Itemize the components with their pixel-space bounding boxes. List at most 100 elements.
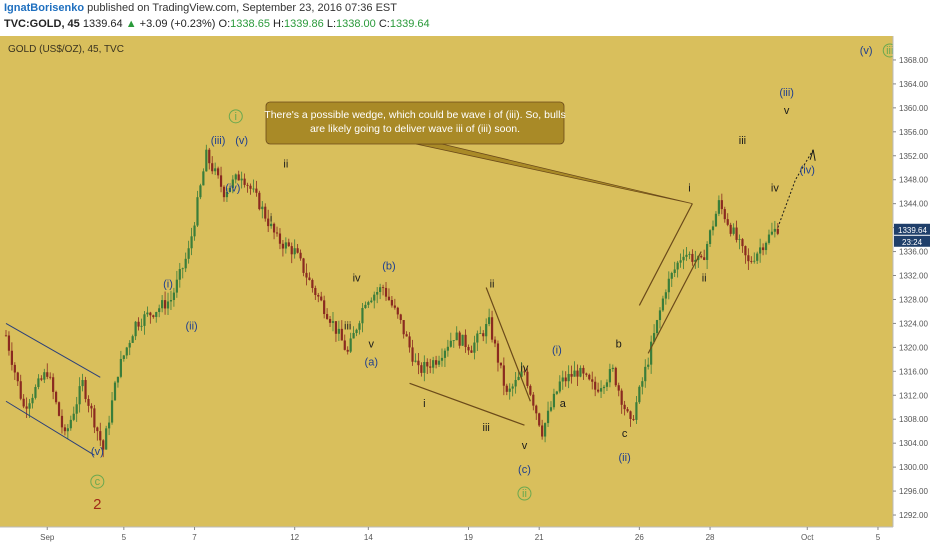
candle-body: [623, 404, 626, 410]
candle-body: [255, 188, 258, 193]
candle-body: [499, 362, 503, 366]
wave-label: ii: [702, 273, 707, 285]
candle-body: [178, 269, 181, 280]
candle-body: [467, 346, 470, 351]
price-change: +3.09 (+0.23%): [139, 18, 216, 30]
candle-body: [773, 228, 776, 232]
wave-label-circle: [90, 474, 105, 489]
candle-body: [632, 418, 635, 420]
candle-body: [552, 393, 556, 408]
price-tick-label: 1312.00: [899, 391, 928, 400]
candle-body: [443, 350, 447, 358]
time-axis[interactable]: [0, 527, 932, 550]
candle-body: [102, 440, 105, 450]
candle-body: [496, 343, 500, 363]
candle-body: [461, 334, 464, 346]
candle-body: [361, 308, 364, 324]
candle-body: [99, 431, 102, 441]
candle-body: [349, 338, 352, 352]
candle-body: [387, 296, 391, 300]
candle-body: [647, 364, 650, 367]
wave-label: iii: [344, 320, 351, 332]
candle-body: [429, 366, 432, 368]
candle-body: [585, 373, 588, 375]
candle-body: [302, 258, 305, 273]
wave-label: ii: [490, 278, 495, 290]
candle-body: [723, 209, 726, 220]
candle-body: [384, 287, 388, 297]
candle-body: [346, 349, 349, 352]
time-tick-label: 5: [876, 533, 881, 542]
candle-body: [602, 386, 606, 389]
price-axis[interactable]: [893, 36, 932, 550]
price-tick-label: 1300.00: [899, 463, 928, 472]
candle-body: [340, 328, 343, 341]
wave-label: (a): [365, 356, 378, 368]
chart-canvas[interactable]: (v)c2(i)(ii)(iii) (v)i(iv)iiiiv(b)iiiv(a)…: [0, 36, 932, 550]
candle-body: [570, 373, 573, 377]
candle-body: [641, 381, 644, 387]
candle-body: [706, 243, 709, 260]
candle-body: [57, 402, 61, 416]
candle-body: [576, 370, 579, 377]
candle-body: [225, 191, 229, 198]
rising-wedge-upper-line: [638, 203, 693, 306]
rising-wedge-lower-line: [647, 251, 702, 354]
candle-body: [411, 347, 414, 362]
candle-body: [747, 255, 750, 262]
candle-body: [205, 149, 208, 172]
candle-body: [667, 278, 670, 293]
wave-label: ii: [283, 159, 288, 171]
candle-body: [691, 253, 694, 262]
candle-body: [22, 398, 25, 407]
candle-body: [249, 185, 252, 189]
price-tick-label: 1316.00: [899, 367, 928, 376]
candle-body: [579, 367, 582, 377]
candle-body: [122, 355, 125, 359]
candle-body: [440, 357, 444, 361]
candle-body: [331, 321, 335, 323]
candle-body: [405, 334, 408, 337]
candle-body: [211, 163, 214, 172]
candle-body: [28, 403, 31, 409]
wave-label: iv: [353, 273, 361, 285]
candle-body: [732, 227, 735, 234]
wave-label: (ii): [619, 452, 631, 464]
candle-body: [87, 398, 90, 406]
candle-body: [54, 391, 58, 403]
author-name[interactable]: IgnatBorisenko: [4, 2, 85, 14]
wave-label: c: [95, 476, 101, 488]
candle-body: [181, 268, 184, 270]
candle-body: [370, 300, 373, 303]
candle-body: [152, 315, 155, 317]
wave-label: v: [522, 440, 528, 452]
candle-body: [231, 179, 234, 188]
candle-body: [75, 404, 78, 414]
price-chart[interactable]: (v) c 2 (i) (ii) (iii) (v) i (iv) ii i iv (b) iii v (a)…: [0, 36, 932, 550]
candle-body: [741, 239, 744, 247]
candle-body: [84, 380, 87, 399]
candle-body: [90, 405, 93, 409]
candle-body: [776, 228, 779, 234]
candle-body: [635, 402, 638, 420]
candle-body: [682, 256, 685, 261]
candle-body: [60, 415, 64, 428]
candle-body: [617, 385, 620, 391]
candle-body: [237, 174, 240, 181]
candle-body: [605, 382, 609, 387]
candle-body: [626, 409, 629, 412]
candle-body: [113, 382, 117, 401]
annotation-callout[interactable]: There's a possible wedge, which could be…: [264, 101, 693, 205]
candle-body: [597, 389, 600, 392]
candle-body: [66, 428, 69, 432]
close-label: C:: [378, 18, 390, 30]
candle-body: [72, 413, 75, 420]
candle-body: [582, 367, 585, 374]
candle-body: [96, 427, 99, 432]
time-tick-label: 21: [535, 533, 544, 542]
price-tick-label: 1348.00: [899, 176, 928, 185]
candle-body: [423, 361, 426, 373]
candle-body: [753, 260, 756, 262]
candle-body: [334, 321, 338, 334]
candle-body: [588, 374, 591, 380]
